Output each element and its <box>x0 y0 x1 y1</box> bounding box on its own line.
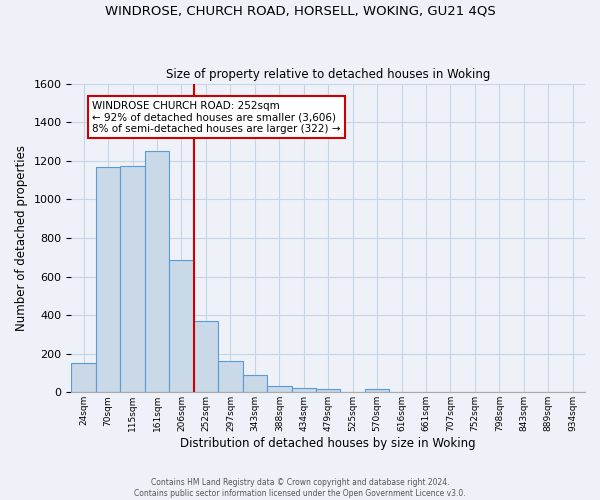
Bar <box>71 364 96 392</box>
Y-axis label: Number of detached properties: Number of detached properties <box>15 145 28 331</box>
Bar <box>169 260 194 392</box>
Bar <box>194 321 218 392</box>
Bar <box>96 168 121 392</box>
Bar <box>218 362 242 392</box>
Bar <box>267 386 292 392</box>
Bar <box>121 166 145 392</box>
Bar <box>242 375 267 392</box>
Text: Contains HM Land Registry data © Crown copyright and database right 2024.
Contai: Contains HM Land Registry data © Crown c… <box>134 478 466 498</box>
Title: Size of property relative to detached houses in Woking: Size of property relative to detached ho… <box>166 68 490 81</box>
Bar <box>365 390 389 392</box>
Bar <box>316 390 340 392</box>
X-axis label: Distribution of detached houses by size in Woking: Distribution of detached houses by size … <box>181 437 476 450</box>
Bar <box>292 388 316 392</box>
Text: WINDROSE, CHURCH ROAD, HORSELL, WOKING, GU21 4QS: WINDROSE, CHURCH ROAD, HORSELL, WOKING, … <box>104 5 496 18</box>
Text: WINDROSE CHURCH ROAD: 252sqm
← 92% of detached houses are smaller (3,606)
8% of : WINDROSE CHURCH ROAD: 252sqm ← 92% of de… <box>92 100 340 134</box>
Bar <box>145 151 169 392</box>
